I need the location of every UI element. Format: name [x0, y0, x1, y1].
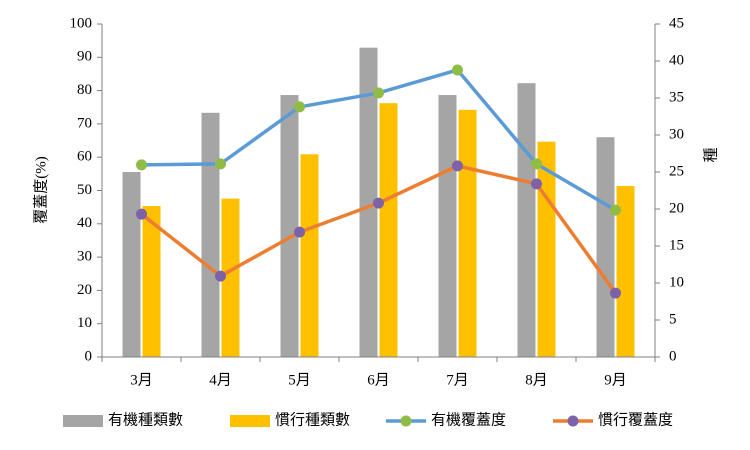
bar	[537, 141, 556, 357]
y2-tick-label: 5	[669, 311, 677, 327]
y-tick-label: 0	[85, 348, 93, 364]
y2-tick-label: 25	[669, 163, 684, 179]
y2-tick-label: 0	[669, 348, 677, 364]
bar	[359, 47, 378, 358]
y-tick-label: 100	[70, 15, 93, 31]
y-tick-label: 90	[77, 49, 92, 65]
marker	[215, 158, 226, 170]
bar	[379, 103, 398, 358]
legend-marker	[567, 415, 579, 427]
x-tick-label: 5月	[288, 372, 311, 388]
y-tick-label: 80	[77, 82, 92, 98]
x-tick-label: 9月	[604, 372, 627, 388]
bar	[616, 186, 635, 357]
legend-swatch	[230, 415, 270, 427]
y-tick-label: 70	[77, 115, 92, 131]
marker	[452, 64, 463, 76]
marker	[136, 159, 147, 171]
bar	[122, 172, 141, 357]
y2-tick-label: 20	[669, 200, 684, 216]
legend-swatch	[63, 415, 103, 427]
marker	[610, 287, 621, 299]
marker	[373, 197, 384, 209]
x-tick-label: 8月	[525, 372, 548, 388]
y2-tick-label: 45	[669, 15, 684, 31]
x-tick-label: 4月	[209, 372, 232, 388]
bar	[142, 206, 161, 357]
y2-tick-label: 15	[669, 237, 684, 253]
marker	[373, 87, 384, 99]
marker	[294, 226, 305, 238]
bar	[458, 109, 477, 357]
legend-label: 有機覆蓋度	[431, 411, 506, 428]
marker	[531, 158, 542, 170]
y-tick-label: 40	[77, 215, 92, 231]
y-tick-label: 60	[77, 149, 92, 165]
legend-label: 有機種類數	[108, 411, 183, 428]
x-tick-label: 3月	[130, 372, 153, 388]
legend-label: 慣行種類數	[275, 410, 350, 428]
y2-tick-label: 10	[669, 274, 684, 290]
y2-tick-label: 30	[669, 126, 684, 142]
x-tick-label: 7月	[446, 372, 469, 388]
legend-label: 慣行覆蓋度	[598, 410, 673, 428]
marker	[294, 101, 305, 113]
y-tick-label: 20	[77, 282, 92, 298]
marker	[531, 178, 542, 190]
y2-tick-label: 40	[669, 52, 684, 68]
bar	[596, 137, 615, 357]
bar	[300, 154, 319, 357]
y-tick-label: 10	[77, 315, 92, 331]
legend-marker	[400, 415, 412, 427]
bar	[517, 83, 536, 357]
y2-tick-label: 35	[669, 89, 684, 105]
bar	[221, 198, 240, 357]
y-tick-label: 50	[77, 182, 92, 198]
x-tick-label: 6月	[367, 372, 390, 388]
marker	[215, 270, 226, 282]
y2-axis-title: 種	[702, 147, 719, 162]
marker	[452, 160, 463, 172]
bar	[438, 95, 457, 357]
y-tick-label: 30	[77, 249, 92, 265]
bar	[280, 95, 299, 357]
marker	[136, 208, 147, 220]
marker	[610, 204, 621, 216]
bar	[201, 112, 220, 357]
y-axis-title: 覆蓋度(%)	[32, 156, 49, 224]
